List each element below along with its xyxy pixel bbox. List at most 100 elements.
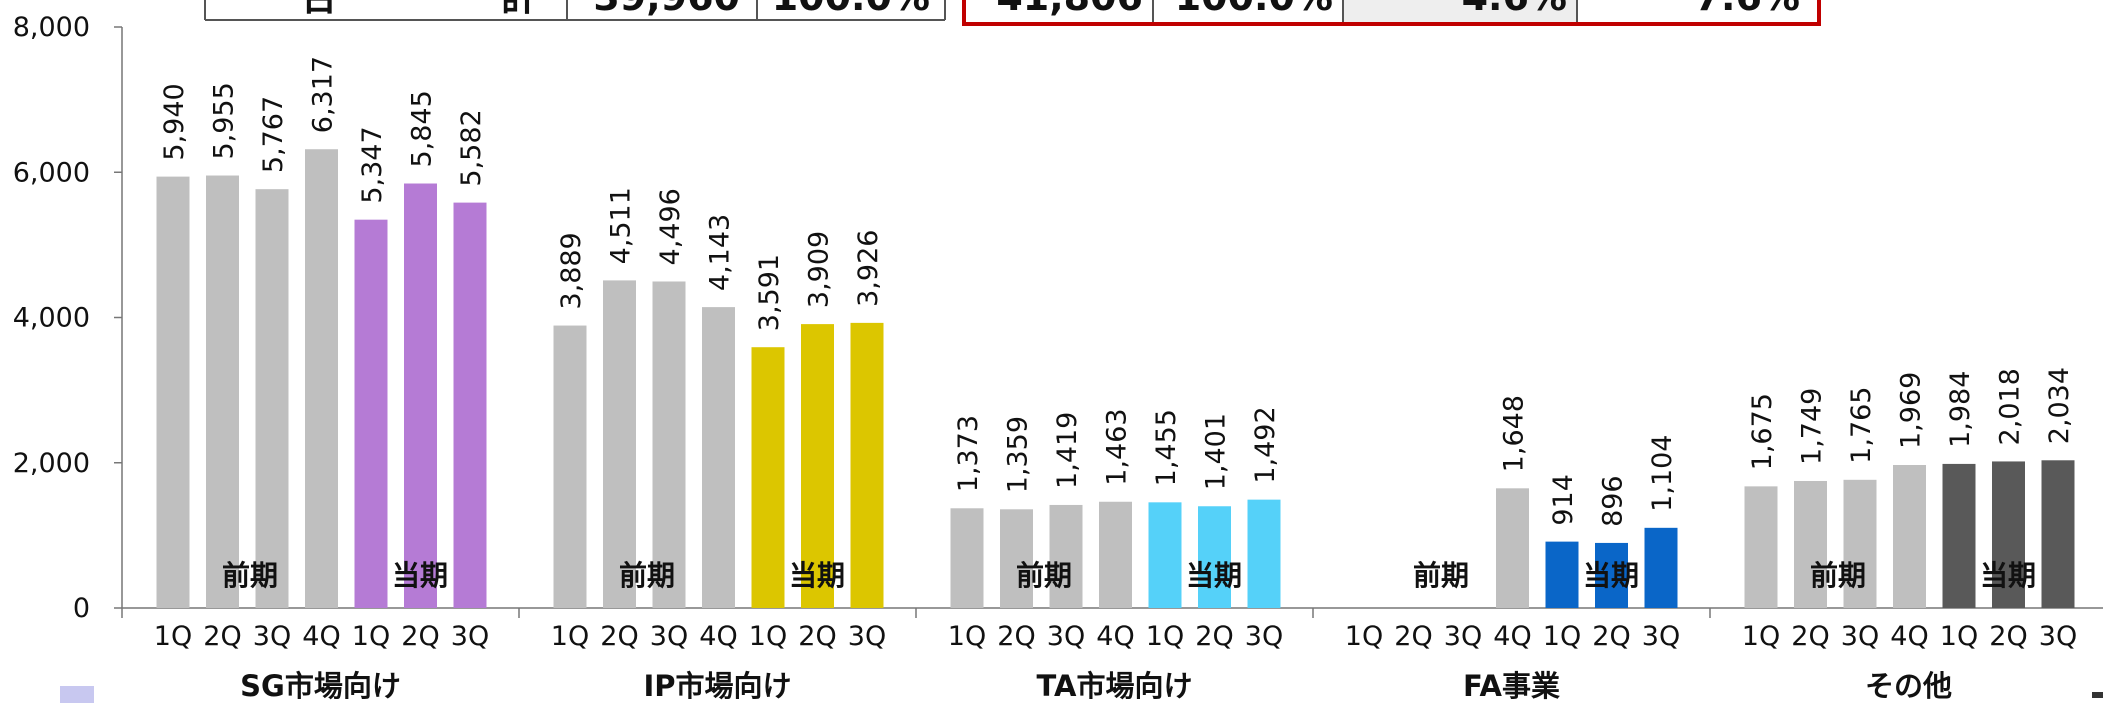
- y-tick-label: 2,000: [13, 448, 90, 479]
- bar: [1000, 509, 1033, 608]
- bar: [404, 183, 437, 608]
- x-quarter-label: 3Q: [1841, 621, 1879, 652]
- x-quarter-label: 1Q: [154, 621, 192, 652]
- x-quarter-label: 2Q: [997, 621, 1035, 652]
- bar: [1794, 480, 1827, 608]
- x-quarter-label: 1Q: [1146, 621, 1184, 652]
- table-cell-growth-2: 7.6%: [1695, 0, 1800, 19]
- bar: [1545, 541, 1579, 608]
- table-cell-growth-1: 4.6%: [1462, 0, 1567, 19]
- x-quarter-label: 4Q: [1890, 621, 1928, 652]
- data-label: 1,648: [1499, 395, 1530, 472]
- x-quarter-label: 3Q: [1047, 621, 1085, 652]
- bar: [2041, 460, 2075, 608]
- bar: [751, 347, 785, 608]
- bar: [702, 307, 735, 608]
- category-label: TA市場向け: [1037, 669, 1193, 703]
- data-label: 5,767: [258, 96, 289, 173]
- bar: [1049, 504, 1083, 608]
- category-label: SG市場向け: [240, 669, 401, 703]
- value-labels: 5,940 5,955 5,767 6,317 5,347 5,845 5,582 3,889…: [159, 56, 2075, 527]
- x-quarter-label: 2Q: [600, 621, 638, 652]
- period-label-previous: 前期: [619, 559, 675, 592]
- data-label: 5,955: [209, 82, 240, 159]
- x-quarter-label: 1Q: [1742, 621, 1780, 652]
- period-label-current: 当期: [1583, 559, 1639, 592]
- data-label: 5,845: [407, 90, 438, 167]
- bar: [1843, 479, 1877, 608]
- bar: [801, 324, 834, 608]
- period-label-previous: 前期: [222, 559, 278, 592]
- x-quarter-label: 3Q: [2039, 621, 2077, 652]
- x-quarter-label: 3Q: [1642, 621, 1680, 652]
- x-quarter-label: 4Q: [302, 621, 340, 652]
- x-quarter-label: 2Q: [203, 621, 241, 652]
- period-label-current: 当期: [392, 559, 448, 592]
- bar: [1644, 527, 1678, 608]
- x-quarter-label: 1Q: [352, 621, 390, 652]
- data-label: 1,749: [1797, 388, 1828, 465]
- bar: [1496, 488, 1529, 608]
- period-label-previous: 前期: [1016, 559, 1072, 592]
- data-label: 5,582: [456, 109, 487, 186]
- category-label: その他: [1865, 669, 1952, 703]
- table-cell-prev-ratio: 100.0%: [772, 0, 930, 19]
- summary-table-fragment: 合 計 39,960 100.0% 41,806 100.0% 4.6% 7.6…: [204, 0, 1821, 26]
- bar: [1247, 499, 1281, 608]
- x-quarter-label: 3Q: [1444, 621, 1482, 652]
- data-label: 1,104: [1647, 435, 1678, 512]
- data-label: 1,492: [1250, 406, 1281, 483]
- data-label: 4,511: [606, 187, 637, 264]
- x-quarter-label: 2Q: [1791, 621, 1829, 652]
- bar: [603, 280, 636, 608]
- x-quarter-label: 2Q: [401, 621, 439, 652]
- bars: [156, 149, 2075, 609]
- bar: [1744, 486, 1778, 608]
- data-label: 3,926: [853, 230, 884, 307]
- data-label: 3,591: [754, 254, 785, 331]
- data-label: 2,018: [1995, 368, 2026, 445]
- data-label: 5,347: [357, 126, 388, 203]
- data-label: 1,373: [953, 415, 984, 492]
- x-axis-labels: 1Q 2Q 3Q 4Q 1Q 2Q 3Q SG市場向け 1Q 2Q 3Q 4Q 1Q 2Q 3Q IP市場向け…: [154, 621, 2077, 703]
- decorative-mark: [2092, 692, 2103, 698]
- x-quarter-label: 1Q: [551, 621, 589, 652]
- x-quarter-label: 1Q: [749, 621, 787, 652]
- category-label: IP市場向け: [643, 669, 791, 703]
- data-label: 1,401: [1201, 413, 1232, 490]
- data-label: 1,765: [1846, 387, 1877, 464]
- x-quarter-label: 2Q: [1195, 621, 1233, 652]
- category-label: FA事業: [1463, 669, 1560, 703]
- bar: [1198, 506, 1231, 608]
- x-quarter-label: 3Q: [253, 621, 291, 652]
- y-tick-label: 8,000: [13, 12, 90, 43]
- y-tick-label: 6,000: [13, 157, 90, 188]
- data-label: 1,463: [1102, 408, 1133, 485]
- bar: [1992, 461, 2025, 608]
- data-label: 6,317: [308, 56, 339, 133]
- data-label: 1,419: [1052, 412, 1083, 489]
- period-label-current: 当期: [1980, 559, 2036, 592]
- bar: [305, 149, 338, 608]
- x-quarter-label: 3Q: [650, 621, 688, 652]
- bar: [453, 202, 487, 609]
- bar: [1148, 502, 1182, 608]
- x-quarter-label: 1Q: [948, 621, 986, 652]
- x-quarter-label: 3Q: [451, 621, 489, 652]
- table-cell-curr-ratio: 100.0%: [1175, 0, 1333, 19]
- y-tick-label: 0: [73, 593, 90, 624]
- bar: [652, 281, 686, 608]
- x-quarter-label: 1Q: [1543, 621, 1581, 652]
- y-tick-label: 4,000: [13, 303, 90, 334]
- data-label: 1,455: [1151, 409, 1182, 486]
- data-label: 896: [1598, 475, 1629, 527]
- x-quarter-label: 2Q: [798, 621, 836, 652]
- data-label: 3,909: [804, 231, 835, 308]
- period-label-current: 当期: [1186, 559, 1242, 592]
- bar: [156, 176, 190, 609]
- data-label: 3,889: [556, 232, 587, 309]
- data-label: 4,143: [705, 214, 736, 291]
- bar: [206, 175, 239, 608]
